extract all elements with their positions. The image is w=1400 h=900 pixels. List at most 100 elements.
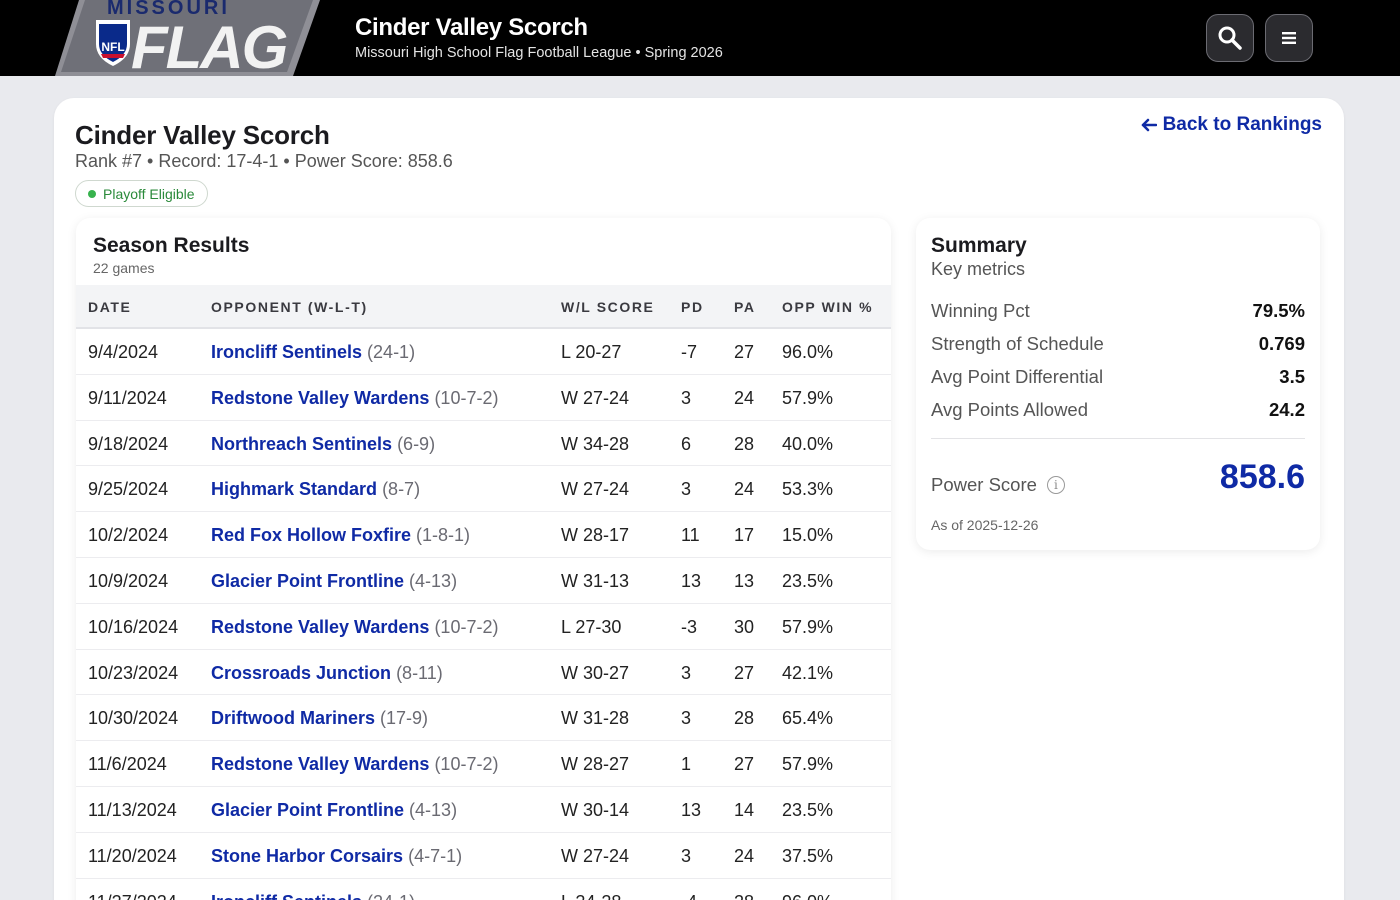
opponent-cell: Northreach Sentinels (6-9) xyxy=(211,434,435,455)
column-header-date[interactable]: DATE xyxy=(88,299,132,315)
game-date: 10/2/2024 xyxy=(88,525,169,546)
game-score: W 28-17 xyxy=(561,525,630,546)
metric-label: Avg Point Differential xyxy=(931,366,1104,387)
game-date: 11/20/2024 xyxy=(88,845,177,866)
table-row: 10/23/2024 Crossroads Junction (8-11) W 30… xyxy=(76,650,891,696)
opponent-record: (17-9) xyxy=(380,708,429,729)
opponent-link[interactable]: Redstone Valley Wardens xyxy=(211,387,430,408)
metric-value: 79.5% xyxy=(1252,300,1305,321)
column-header-score[interactable]: W/L SCORE xyxy=(561,299,655,315)
svg-text:FLAG: FLAG xyxy=(131,14,287,76)
opponent-link[interactable]: Stone Harbor Corsairs xyxy=(211,845,404,866)
game-date: 9/4/2024 xyxy=(88,342,159,362)
opponent-record: (10-7-2) xyxy=(434,754,499,775)
game-date: 9/11/2024 xyxy=(88,387,167,408)
points-allowed: 14 xyxy=(734,799,755,820)
column-header-pd[interactable]: PD xyxy=(681,299,704,315)
opponent-cell: Stone Harbor Corsairs (4-7-1) xyxy=(211,846,462,867)
summary-subtitle: Key metrics xyxy=(931,259,1026,279)
results-game-count: 22 games xyxy=(93,260,155,276)
point-differential: 11 xyxy=(681,525,700,546)
opponent-link[interactable]: Ironcliff Sentinels xyxy=(211,342,363,362)
opponent-cell: Highmark Standard (8-7) xyxy=(211,479,420,500)
game-score: W 27-24 xyxy=(561,387,630,408)
power-score-value: 858.6 xyxy=(1219,458,1305,496)
point-differential: -7 xyxy=(681,342,698,362)
game-score: W 34-28 xyxy=(561,433,630,454)
game-date: 10/23/2024 xyxy=(88,662,179,683)
opponent-link[interactable]: Red Fox Hollow Foxfire xyxy=(211,525,412,546)
opponent-link[interactable]: Ironcliff Sentinels xyxy=(211,892,362,900)
metric-value: 3.5 xyxy=(1279,366,1305,387)
badge-label: Playoff Eligible xyxy=(103,185,195,202)
opponent-cell: Glacier Point Frontline (4-13) xyxy=(211,800,457,821)
opponent-link[interactable]: Redstone Valley Wardens xyxy=(211,754,430,775)
menu-button[interactable] xyxy=(1265,14,1313,62)
opponent-cell: Redstone Valley Wardens (10-7-2) xyxy=(211,617,498,638)
power-score-label-text: Power Score xyxy=(931,474,1037,495)
metric-label: Strength of Schedule xyxy=(931,333,1104,354)
table-row: 11/20/2024 Stone Harbor Corsairs (4-7-1) W… xyxy=(76,833,891,879)
table-row: 9/18/2024 Northreach Sentinels (6-9) W 34-… xyxy=(76,421,891,467)
point-differential: -3 xyxy=(681,616,698,637)
game-score: W 31-28 xyxy=(561,708,630,729)
as-of-date: As of 2025-12-26 xyxy=(931,517,1039,533)
playoff-eligible-badge: Playoff Eligible xyxy=(75,180,208,207)
opponent-link[interactable]: Glacier Point Frontline xyxy=(211,799,405,820)
team-name: Cinder Valley Scorch xyxy=(75,120,330,150)
season-results-panel: Season Results 22 games DATE OPPONENT (W… xyxy=(76,218,891,900)
point-differential: 13 xyxy=(681,570,702,591)
point-differential: 6 xyxy=(681,433,692,454)
opponent-cell: Red Fox Hollow Foxfire (1-8-1) xyxy=(211,525,470,546)
search-icon xyxy=(1218,26,1242,50)
game-score: L 27-30 xyxy=(561,616,622,637)
opponent-link[interactable]: Crossroads Junction xyxy=(211,662,392,683)
opponent-link[interactable]: Redstone Valley Wardens xyxy=(211,616,430,637)
opponent-win-pct: 37.5% xyxy=(782,845,834,866)
opponent-record: (4-13) xyxy=(409,799,458,820)
table-row: 11/6/2024 Redstone Valley Wardens (10-7-2… xyxy=(76,741,891,787)
point-differential: 3 xyxy=(681,662,692,683)
opponent-cell: Glacier Point Frontline (4-13) xyxy=(211,571,457,592)
info-icon[interactable]: i xyxy=(1046,476,1065,494)
opponent-link[interactable]: Glacier Point Frontline xyxy=(211,570,405,591)
opponent-win-pct: 53.3% xyxy=(782,479,834,500)
game-score: W 27-24 xyxy=(561,479,630,500)
point-differential: 13 xyxy=(681,799,702,820)
metric-avg-points-allowed: Avg Points Allowed 24.2 xyxy=(931,399,1305,423)
opponent-link[interactable]: Highmark Standard xyxy=(211,479,378,500)
column-header-opponent[interactable]: OPPONENT (W-L-T) xyxy=(211,299,368,315)
opponent-record: (8-11) xyxy=(396,662,443,683)
table-row: 10/16/2024 Redstone Valley Wardens (10-7-… xyxy=(76,604,891,650)
back-to-rankings-link[interactable]: Back to Rankings xyxy=(1141,114,1322,136)
app-subtitle: Missouri High School Flag Football Leagu… xyxy=(355,45,723,61)
opponent-record: (24-1) xyxy=(367,892,415,900)
game-date: 10/30/2024 xyxy=(88,708,179,729)
opponent-win-pct: 40.0% xyxy=(782,433,834,454)
opponent-cell: Redstone Valley Wardens (10-7-2) xyxy=(211,754,498,775)
opponent-win-pct: 57.9% xyxy=(782,616,834,637)
point-differential: 3 xyxy=(681,845,692,866)
opponent-link[interactable]: Driftwood Mariners xyxy=(211,708,376,729)
points-allowed: 30 xyxy=(734,616,755,637)
table-row: 10/30/2024 Driftwood Mariners (17-9) W 31-… xyxy=(76,695,891,742)
opponent-link[interactable]: Northreach Sentinels xyxy=(211,433,393,454)
opponent-win-pct: 15.0% xyxy=(782,525,834,546)
column-header-opp-win[interactable]: OPP WIN % xyxy=(782,299,874,315)
summary-title: Summary xyxy=(931,234,1027,257)
opponent-win-pct: 96.0% xyxy=(782,342,834,362)
opponent-win-pct: 42.1% xyxy=(782,662,834,683)
search-button[interactable] xyxy=(1206,14,1254,62)
points-allowed: 13 xyxy=(734,570,755,591)
metric-winning-pct: Winning Pct 79.5% xyxy=(931,300,1305,324)
back-link-label: Back to Rankings xyxy=(1162,114,1322,135)
game-date: 10/9/2024 xyxy=(88,570,169,591)
column-header-pa[interactable]: PA xyxy=(734,299,756,315)
opponent-win-pct: 65.4% xyxy=(782,708,834,729)
app-header: MISSOURI FLAG NFL Cinder Valley Scorch M… xyxy=(0,0,1400,76)
team-meta: Rank #7 • Record: 17-4-1 • Power Score: … xyxy=(75,151,453,171)
opponent-record: (4-7-1) xyxy=(408,845,463,866)
missouri-flag-logo[interactable]: MISSOURI FLAG NFL xyxy=(55,0,320,76)
table-row: 10/2/2024 Red Fox Hollow Foxfire (1-8-1) W… xyxy=(76,512,891,558)
points-allowed: 27 xyxy=(734,342,755,362)
